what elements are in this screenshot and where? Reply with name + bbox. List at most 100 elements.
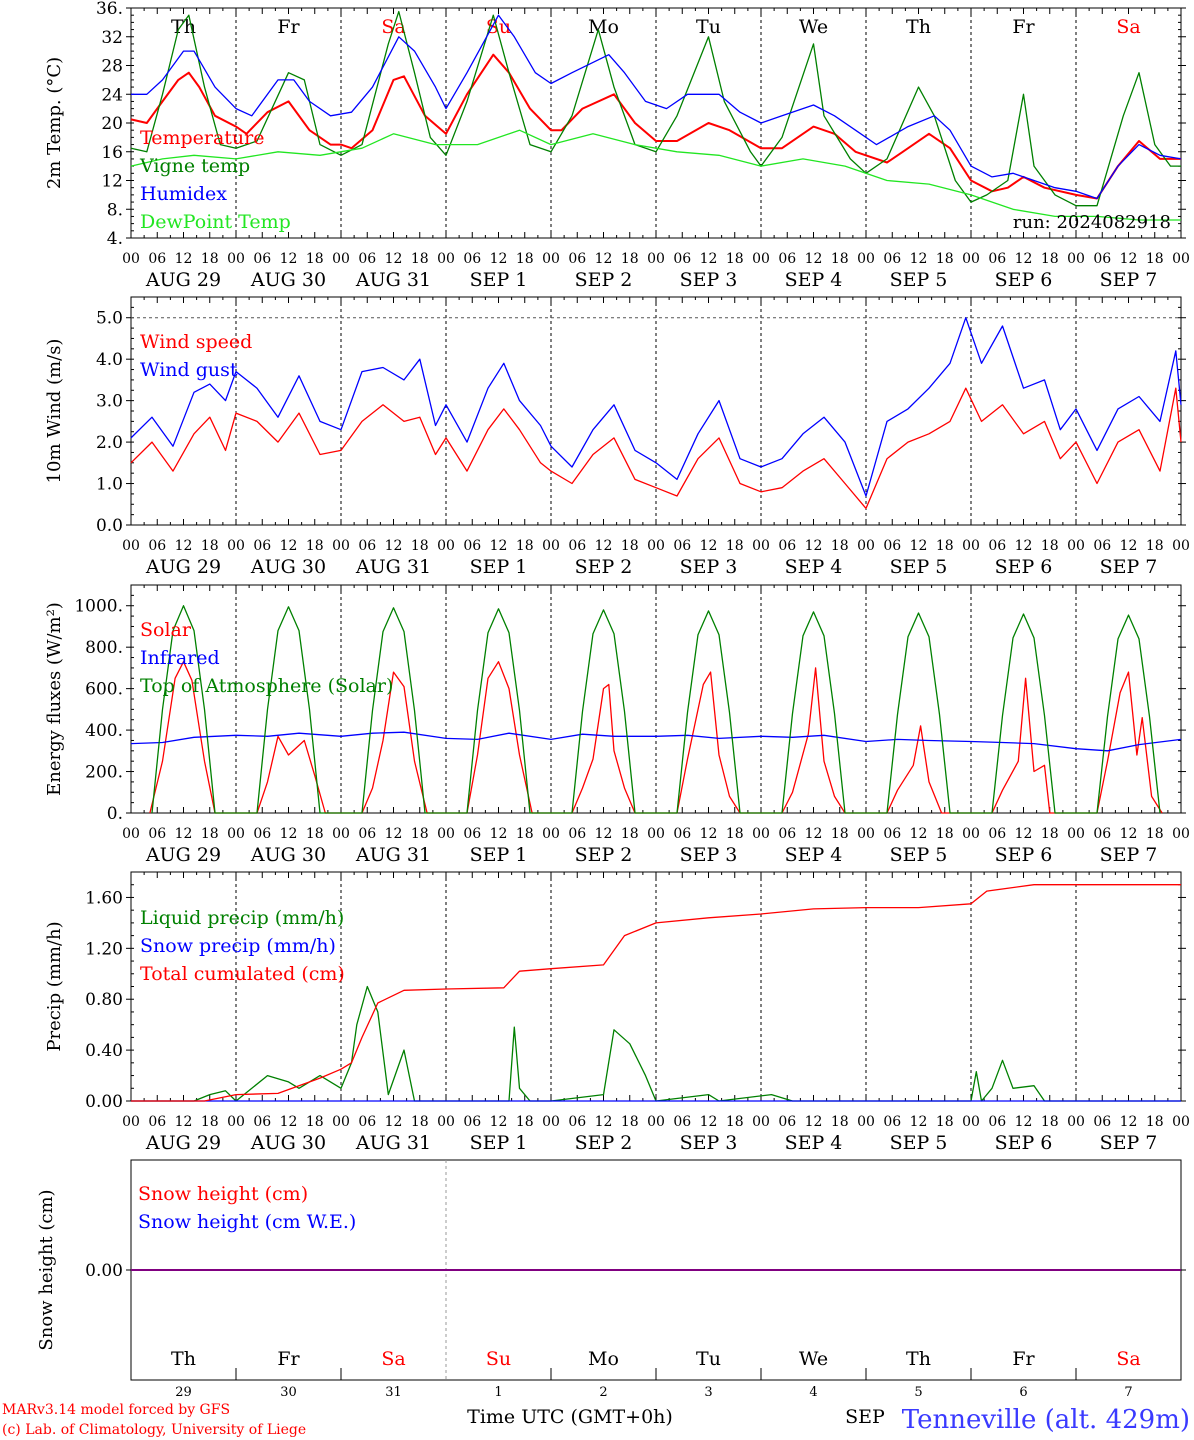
date-label: SEP 1 [470, 1132, 528, 1154]
y-tick-label: 36. [96, 0, 123, 19]
hour-tick-label: 00 [227, 1114, 245, 1130]
hour-tick-label: 18 [726, 826, 744, 842]
series-line [131, 14, 1182, 200]
hour-tick-label: 18 [1041, 1114, 1059, 1130]
hour-tick-label: 06 [988, 826, 1006, 842]
hour-tick-label: 00 [1172, 1114, 1190, 1130]
date-label: SEP 3 [680, 1132, 738, 1154]
hour-tick-label: 00 [122, 1114, 140, 1130]
hour-tick-label: 06 [883, 826, 901, 842]
series-line [131, 884, 1181, 1102]
y-tick-label: 800. [85, 638, 123, 658]
panel-3: 0. 200. 400. 600. 800. 1000. Energy fluxes (W/… [44, 584, 1190, 866]
hour-tick-label: 06 [148, 251, 166, 267]
date-label: AUG 30 [250, 1132, 326, 1154]
hour-tick-label: 06 [463, 1114, 481, 1130]
hour-tick-label: 18 [201, 1114, 219, 1130]
date-label: AUG 30 [250, 269, 326, 291]
hour-tick-label: 12 [175, 826, 193, 842]
legend-entry: Snow height (cm W.E.) [138, 1211, 356, 1233]
day-number-label: 6 [1019, 1385, 1027, 1400]
y-tick-label: 4. [107, 229, 123, 249]
hour-tick-label: 00 [122, 538, 140, 554]
hour-tick-label: 18 [831, 1114, 849, 1130]
hour-tick-label: 18 [516, 251, 534, 267]
hour-tick-label: 18 [936, 538, 954, 554]
hour-tick-label: 12 [385, 538, 403, 554]
hour-tick-label: 18 [726, 251, 744, 267]
day-number-label: 3 [704, 1385, 712, 1400]
hour-tick-label: 18 [411, 1114, 429, 1130]
hour-tick-label: 06 [778, 538, 796, 554]
hour-tick-label: 06 [568, 826, 586, 842]
y-tick-label: 0. [107, 804, 123, 824]
series-line [131, 985, 1181, 1102]
hour-tick-label: 00 [647, 1114, 665, 1130]
date-label: SEP 2 [575, 844, 633, 866]
day-name-label: Tu [696, 1348, 721, 1370]
date-label: AUG 29 [145, 556, 221, 578]
day-name-label: Sa [1116, 1348, 1140, 1370]
hour-tick-label: 06 [1093, 538, 1111, 554]
hour-tick-label: 00 [542, 826, 560, 842]
hour-tick-label: 06 [988, 1114, 1006, 1130]
hour-tick-label: 18 [831, 826, 849, 842]
day-number-label: 2 [599, 1385, 607, 1400]
hour-tick-label: 18 [726, 538, 744, 554]
hour-tick-label: 12 [805, 538, 823, 554]
hour-tick-label: 06 [988, 251, 1006, 267]
hour-tick-label: 00 [1067, 1114, 1085, 1130]
hour-tick-label: 06 [358, 826, 376, 842]
date-label: SEP 7 [1100, 1132, 1158, 1154]
day-name-label: Th [906, 1348, 931, 1370]
y-tick-label: 1.60 [85, 888, 123, 908]
series-line [130, 10, 1181, 207]
day-name-label: Fr [277, 1348, 300, 1370]
hour-tick-label: 12 [910, 1114, 928, 1130]
y-tick-label: 5.0 [96, 309, 123, 329]
hour-tick-label: 12 [805, 1114, 823, 1130]
credit-line-1: MARv3.14 model forced by GFS [2, 1402, 230, 1418]
hour-tick-label: 12 [1120, 538, 1138, 554]
hour-tick-label: 12 [385, 251, 403, 267]
hour-tick-label: 12 [385, 1114, 403, 1130]
hour-tick-label: 00 [542, 251, 560, 267]
hour-tick-label: 00 [1172, 826, 1190, 842]
hour-tick-label: 12 [175, 1114, 193, 1130]
hour-tick-label: 00 [437, 538, 455, 554]
hour-tick-label: 00 [227, 538, 245, 554]
hour-tick-label: 00 [962, 1114, 980, 1130]
legend-entry: DewPoint Temp [140, 211, 291, 233]
hour-tick-label: 12 [805, 826, 823, 842]
hour-tick-label: 18 [306, 1114, 324, 1130]
date-label: SEP 2 [575, 556, 633, 578]
hour-tick-label: 06 [1093, 826, 1111, 842]
legend-entry: Snow height (cm) [138, 1183, 308, 1205]
date-label: AUG 30 [250, 556, 326, 578]
series-line [130, 317, 1182, 497]
hour-tick-label: 12 [1015, 538, 1033, 554]
day-number-label: 29 [175, 1385, 192, 1400]
date-label: SEP 5 [890, 556, 948, 578]
hour-tick-label: 06 [568, 1114, 586, 1130]
day-name-label: Sa [1116, 16, 1140, 38]
hour-tick-label: 00 [857, 1114, 875, 1130]
hour-tick-label: 18 [306, 251, 324, 267]
day-number-label: 5 [914, 1385, 922, 1400]
date-label: SEP 6 [995, 844, 1053, 866]
y-tick-label: 1.20 [85, 939, 123, 959]
hour-tick-label: 12 [490, 826, 508, 842]
date-label: AUG 31 [355, 269, 431, 291]
hour-tick-label: 12 [280, 1114, 298, 1130]
day-number-label: 30 [280, 1385, 297, 1400]
hour-tick-label: 06 [673, 1114, 691, 1130]
date-label: SEP 4 [785, 1132, 843, 1154]
hour-tick-label: 18 [411, 538, 429, 554]
day-number-label: 7 [1124, 1385, 1132, 1400]
panel-1: 4. 8. 12 16 20 24 28 32 36. 2m Temp. (°C) Th Fr Sa Su… [44, 0, 1190, 291]
hour-tick-label: 00 [752, 1114, 770, 1130]
day-name-label: Su [486, 1348, 511, 1370]
hour-tick-label: 12 [700, 1114, 718, 1130]
y-tick-label: 1.0 [96, 475, 123, 495]
sep-label: SEP [845, 1406, 885, 1428]
